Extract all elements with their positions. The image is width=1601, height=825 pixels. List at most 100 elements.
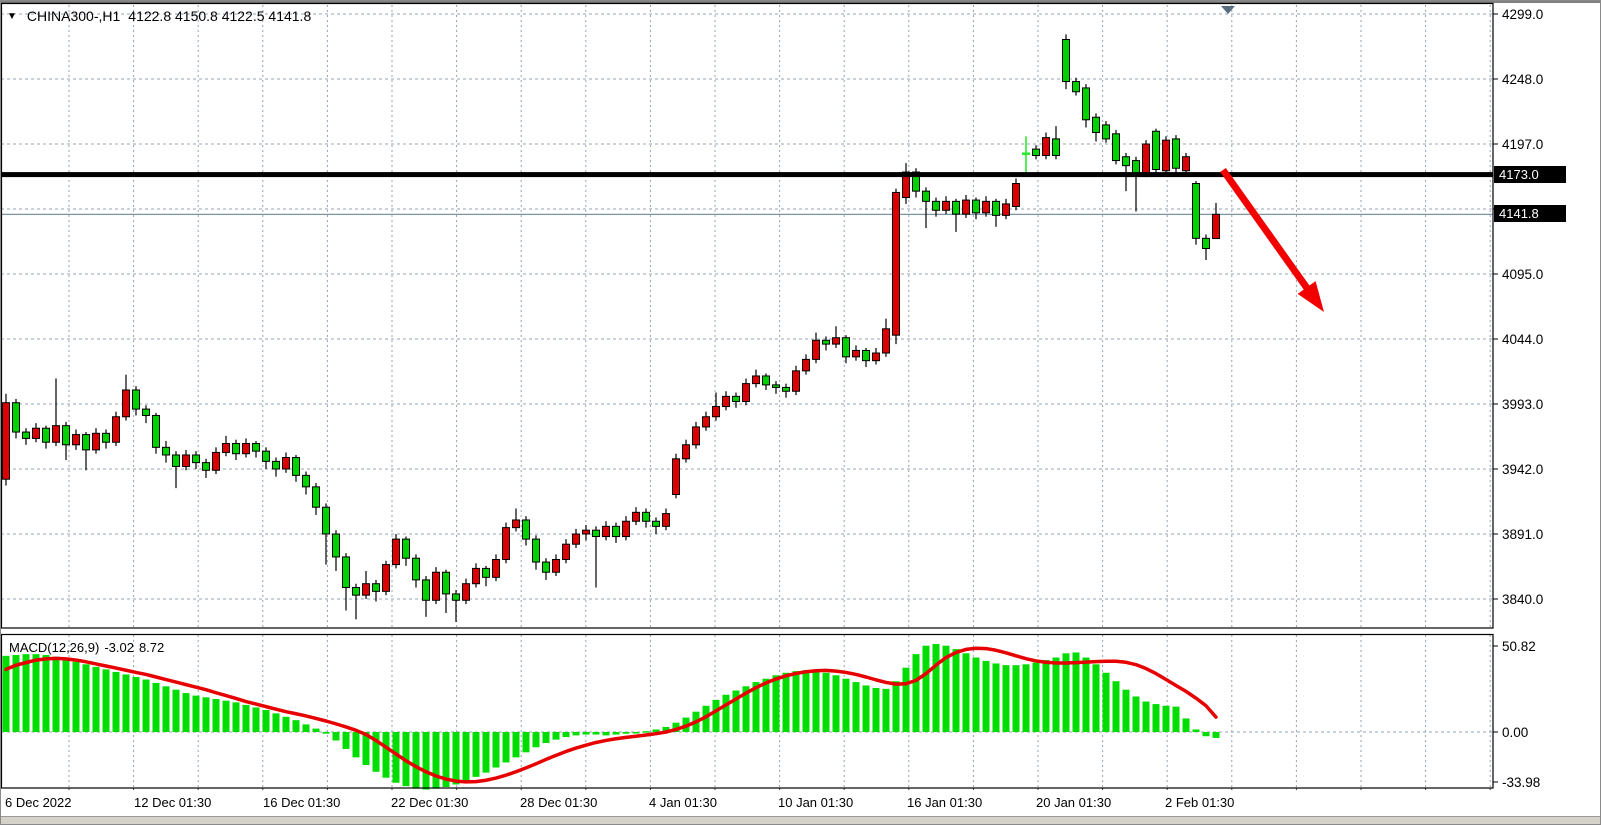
down-trend-arrow-shaft[interactable] xyxy=(1220,167,1315,297)
macd-histogram-bar xyxy=(162,686,170,732)
macd-histogram-bar xyxy=(1052,657,1060,732)
candle-body xyxy=(492,558,500,578)
macd-histogram-bar xyxy=(172,689,180,732)
macd-histogram-bar xyxy=(922,645,930,732)
candle-body xyxy=(332,533,340,558)
candle-body xyxy=(732,395,740,402)
macd-histogram-bar xyxy=(732,690,740,732)
candle-body xyxy=(832,337,840,345)
price-axis-label: 3891.0 xyxy=(1502,527,1543,542)
macd-histogram-bar xyxy=(232,702,240,732)
price-axis-label: 3942.0 xyxy=(1502,462,1543,477)
candle-body xyxy=(992,200,1000,216)
macd-histogram-bar xyxy=(42,655,50,732)
candle-body xyxy=(532,538,540,563)
candle-body xyxy=(392,538,400,566)
candle-body xyxy=(742,383,750,402)
candle-body xyxy=(352,587,360,596)
macd-histogram-bar xyxy=(1172,706,1180,732)
macd-histogram-bar xyxy=(312,728,320,732)
macd-histogram-bar xyxy=(62,659,70,732)
candle-body xyxy=(552,558,560,573)
time-axis-label: 12 Dec 01:30 xyxy=(134,795,212,810)
candle-body xyxy=(62,425,70,446)
macd-signal-value: 8.72 xyxy=(138,640,165,655)
candle-body xyxy=(232,443,240,455)
candle-body xyxy=(262,450,270,462)
macd-histogram-bar xyxy=(842,678,850,732)
macd-histogram-bar xyxy=(822,672,830,732)
candle-body xyxy=(1112,133,1120,162)
down-trend-arrow-head[interactable] xyxy=(1297,281,1324,312)
candle-body xyxy=(522,519,530,540)
candle-body xyxy=(1062,38,1070,83)
macd-histogram-bar xyxy=(412,732,420,789)
candle-body xyxy=(132,389,140,410)
macd-histogram-bar xyxy=(1032,662,1040,732)
macd-histogram-bar xyxy=(32,654,40,732)
time-axis-label: 16 Dec 01:30 xyxy=(263,795,341,810)
macd-histogram-bar xyxy=(152,682,160,732)
macd-axis-label: 0.00 xyxy=(1502,725,1528,740)
candle-body xyxy=(952,200,960,215)
top-anchor-marker-icon xyxy=(1221,6,1235,14)
window-bottom-edge xyxy=(1,816,1600,824)
macd-panel-frame xyxy=(1,633,1494,789)
candle-body xyxy=(442,571,450,595)
macd-histogram-bar xyxy=(332,732,340,741)
macd-histogram-bar xyxy=(1162,705,1170,732)
macd-histogram-bar xyxy=(122,674,130,732)
macd-histogram-bar xyxy=(752,682,760,732)
candle-body xyxy=(852,349,860,358)
candle-body xyxy=(122,389,130,418)
macd-histogram-bar xyxy=(92,666,100,732)
candle-body xyxy=(1172,138,1180,169)
candle-body xyxy=(162,446,170,456)
macd-histogram-bar xyxy=(372,732,380,772)
price-axis-label: 4197.0 xyxy=(1502,137,1543,152)
macd-histogram-bar xyxy=(1152,704,1160,732)
candle-body xyxy=(872,352,880,362)
macd-histogram-bar xyxy=(262,710,270,732)
candle-body xyxy=(922,190,930,202)
macd-histogram-bar xyxy=(982,660,990,732)
macd-histogram-bar xyxy=(472,732,480,777)
resistance-hline[interactable] xyxy=(1,172,1493,178)
time-axis-label: 2 Feb 01:30 xyxy=(1165,795,1235,810)
macd-histogram-bar xyxy=(952,649,960,732)
symbol-title: ▼ CHINA300-,H1 4122.8 4150.8 4122.5 4141… xyxy=(7,8,311,24)
macd-histogram-bar xyxy=(512,732,520,758)
candle-body xyxy=(592,529,600,538)
ohlc-values: 4122.8 4150.8 4122.5 4141.8 xyxy=(128,8,312,24)
candle-body xyxy=(182,454,190,467)
macd-histogram-bar xyxy=(182,693,190,732)
candle-body xyxy=(792,370,800,392)
macd-histogram-bar xyxy=(1092,664,1100,732)
macd-histogram-bar xyxy=(72,661,80,732)
time-axis[interactable]: 6 Dec 2022 12 Dec 01:30 16 Dec 01:30 22 Dec… xyxy=(1,790,1493,815)
macd-histogram-bar xyxy=(252,707,260,732)
macd-histogram-bar xyxy=(112,671,120,732)
candle-body xyxy=(322,506,330,535)
macd-axis-label: 50.82 xyxy=(1502,639,1536,654)
macd-histogram-bar xyxy=(612,732,620,735)
candle-body xyxy=(582,529,590,535)
candle-body xyxy=(702,416,710,428)
candle-body xyxy=(882,328,890,354)
candle-body xyxy=(722,395,730,408)
macd-histogram-bar xyxy=(1102,672,1110,732)
collapse-triangle-icon[interactable]: ▼ xyxy=(7,10,17,22)
candle-body xyxy=(782,386,790,392)
macd-histogram-bar xyxy=(912,654,920,732)
macd-histogram-bar xyxy=(2,655,10,732)
candle-body xyxy=(222,443,230,453)
macd-histogram-bar xyxy=(1132,696,1140,732)
candle-body xyxy=(572,533,580,545)
candle-body xyxy=(632,511,640,522)
macd-name: MACD(12,26,9) xyxy=(9,640,100,655)
macd-histogram-bar xyxy=(722,694,730,732)
macd-histogram-bar xyxy=(432,732,440,789)
candle-body xyxy=(402,538,410,559)
